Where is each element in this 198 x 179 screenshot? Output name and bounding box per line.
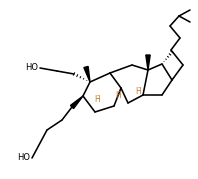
Text: Ḧ: Ḧ <box>115 91 121 100</box>
Polygon shape <box>70 96 83 108</box>
Text: HO: HO <box>17 154 30 163</box>
Text: Ḧ: Ḧ <box>94 96 100 105</box>
Text: HO: HO <box>25 64 38 72</box>
Polygon shape <box>84 66 90 82</box>
Polygon shape <box>146 55 150 70</box>
Text: Ḧ: Ḧ <box>135 88 141 96</box>
